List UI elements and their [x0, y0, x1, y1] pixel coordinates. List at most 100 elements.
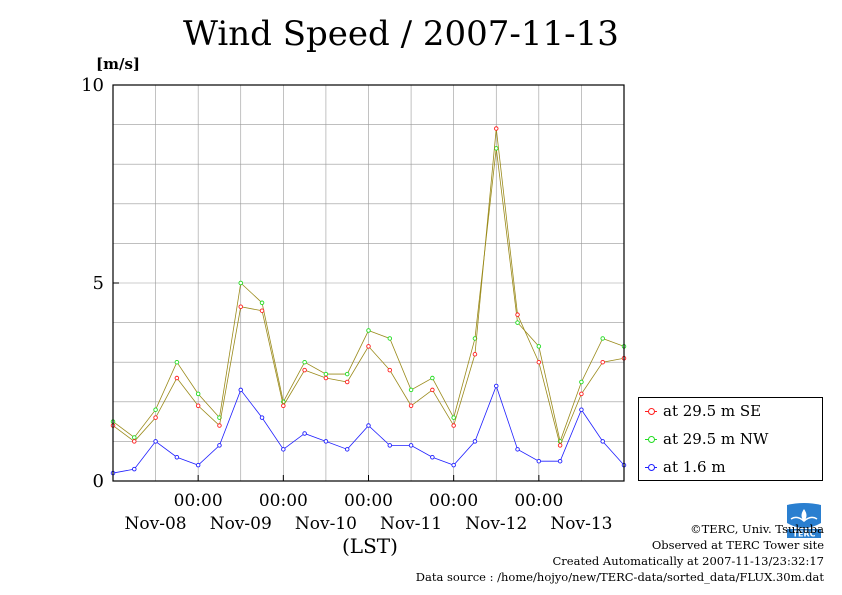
data-point-series-2 — [494, 383, 499, 389]
grid-lines — [113, 85, 624, 481]
data-point-series-0 — [281, 403, 286, 409]
data-point-series-1 — [323, 371, 329, 377]
data-point-series-2 — [366, 423, 371, 428]
data-point-series-2 — [217, 443, 222, 448]
data-point-series-0 — [132, 439, 137, 444]
axis-labels: 0 5 10 00:00 00:00 00:00 00:00 00:00 Nov-08 Nov-0… — [81, 75, 612, 534]
data-point-series-2 — [408, 443, 414, 448]
y-axis-unit: [m/s] — [96, 55, 140, 73]
data-point-series-2 — [579, 407, 584, 412]
data-point-series-1 — [195, 391, 201, 397]
data-point-series-1 — [494, 146, 499, 151]
data-point-series-0 — [515, 312, 520, 317]
data-point-series-1 — [259, 300, 265, 306]
data-point-series-0 — [366, 344, 371, 349]
x-tick-day: Nov-10 — [295, 514, 357, 534]
data-point-series-0 — [579, 391, 584, 397]
data-point-series-2 — [132, 466, 137, 472]
credit-site: Observed at TERC Tower site — [651, 538, 824, 552]
data-point-series-2 — [472, 439, 478, 444]
data-point-series-2 — [195, 462, 201, 468]
data-point-series-2 — [238, 387, 243, 393]
data-point-series-2 — [600, 439, 605, 444]
credit-source: Data source : /home/hojyo/new/TERC-data/… — [415, 570, 824, 584]
x-tick-time: 00:00 — [344, 491, 393, 511]
legend-item-nw: at 29.5 m NW — [645, 430, 768, 448]
data-point-series-0 — [174, 375, 180, 381]
x-axis-caption: (LST) — [342, 534, 398, 558]
y-tick-label: 10 — [81, 75, 104, 96]
x-tick-day: Nov-11 — [380, 514, 442, 534]
credits: ©TERC, Univ. Tsukuba Observed at TERC To… — [416, 521, 824, 585]
data-point-series-0 — [217, 423, 222, 428]
series-layer — [110, 126, 627, 476]
x-tick-day: Nov-09 — [210, 514, 272, 534]
credit-created: Created Automatically at 2007-11-13/23:3… — [552, 554, 825, 568]
x-tick-time: 00:00 — [514, 491, 563, 511]
data-point-series-2 — [344, 447, 350, 452]
data-point-series-1 — [515, 320, 520, 325]
data-point-series-2 — [451, 462, 456, 468]
data-point-series-1 — [430, 375, 435, 381]
data-point-series-2 — [259, 415, 265, 420]
data-point-series-0 — [323, 375, 329, 381]
data-point-series-1 — [600, 336, 605, 341]
data-point-series-1 — [387, 336, 393, 341]
data-point-series-2 — [302, 431, 307, 436]
data-point-series-1 — [366, 328, 371, 333]
data-point-series-1 — [132, 435, 137, 440]
data-point-series-1 — [579, 379, 584, 385]
data-point-series-0 — [302, 367, 307, 373]
legend-label-low: at 1.6 m — [663, 458, 726, 476]
data-point-series-1 — [536, 344, 542, 349]
legend: at 29.5 m SE at 29.5 m NW at 1.6 m — [638, 397, 823, 481]
credit-copyright: ©TERC, Univ. Tsukuba — [690, 522, 824, 536]
x-tick-day: Nov-13 — [550, 514, 612, 534]
data-point-series-0 — [557, 443, 563, 448]
legend-swatch-se — [645, 407, 657, 416]
data-point-series-2 — [281, 447, 286, 452]
data-point-series-1 — [451, 415, 456, 420]
data-point-series-2 — [153, 439, 158, 444]
data-point-series-0 — [238, 304, 243, 310]
data-point-series-2 — [430, 454, 435, 460]
chart-title: Wind Speed / 2007-11-13 — [183, 14, 619, 54]
data-point-series-2 — [557, 458, 563, 464]
data-point-series-0 — [451, 423, 456, 428]
legend-swatch-nw — [645, 435, 657, 444]
data-point-series-0 — [259, 308, 265, 313]
data-point-series-0 — [408, 403, 414, 409]
legend-label-se: at 29.5 m SE — [663, 402, 762, 420]
data-point-series-0 — [494, 126, 499, 131]
y-tick-label: 0 — [93, 471, 104, 492]
data-point-series-2 — [323, 439, 329, 444]
data-point-series-0 — [536, 359, 542, 365]
data-point-series-1 — [174, 359, 180, 365]
x-tick-time: 00:00 — [429, 491, 478, 511]
legend-item-se: at 29.5 m SE — [645, 402, 761, 420]
data-point-series-2 — [387, 443, 393, 448]
terc-logo-icon: TERC — [787, 503, 821, 539]
x-tick-time: 00:00 — [174, 491, 223, 511]
data-point-series-0 — [344, 379, 350, 385]
y-tick-label: 5 — [93, 273, 104, 294]
data-point-series-2 — [515, 447, 520, 452]
data-point-series-0 — [153, 415, 158, 420]
legend-swatch-low — [645, 463, 657, 472]
x-tick-day: Nov-12 — [465, 514, 527, 534]
data-point-series-0 — [387, 367, 393, 373]
data-point-series-1 — [344, 371, 350, 377]
x-tick-time: 00:00 — [259, 491, 308, 511]
data-point-series-1 — [302, 359, 307, 365]
data-point-series-1 — [153, 407, 158, 412]
data-point-series-0 — [472, 352, 478, 357]
logo-text: TERC — [793, 530, 816, 539]
x-tick-day: Nov-08 — [125, 514, 187, 534]
legend-item-low: at 1.6 m — [645, 458, 726, 476]
data-point-series-0 — [430, 387, 435, 393]
data-point-series-1 — [238, 280, 243, 286]
data-point-series-2 — [174, 454, 180, 460]
data-point-series-2 — [536, 458, 542, 464]
data-point-series-0 — [600, 359, 605, 365]
